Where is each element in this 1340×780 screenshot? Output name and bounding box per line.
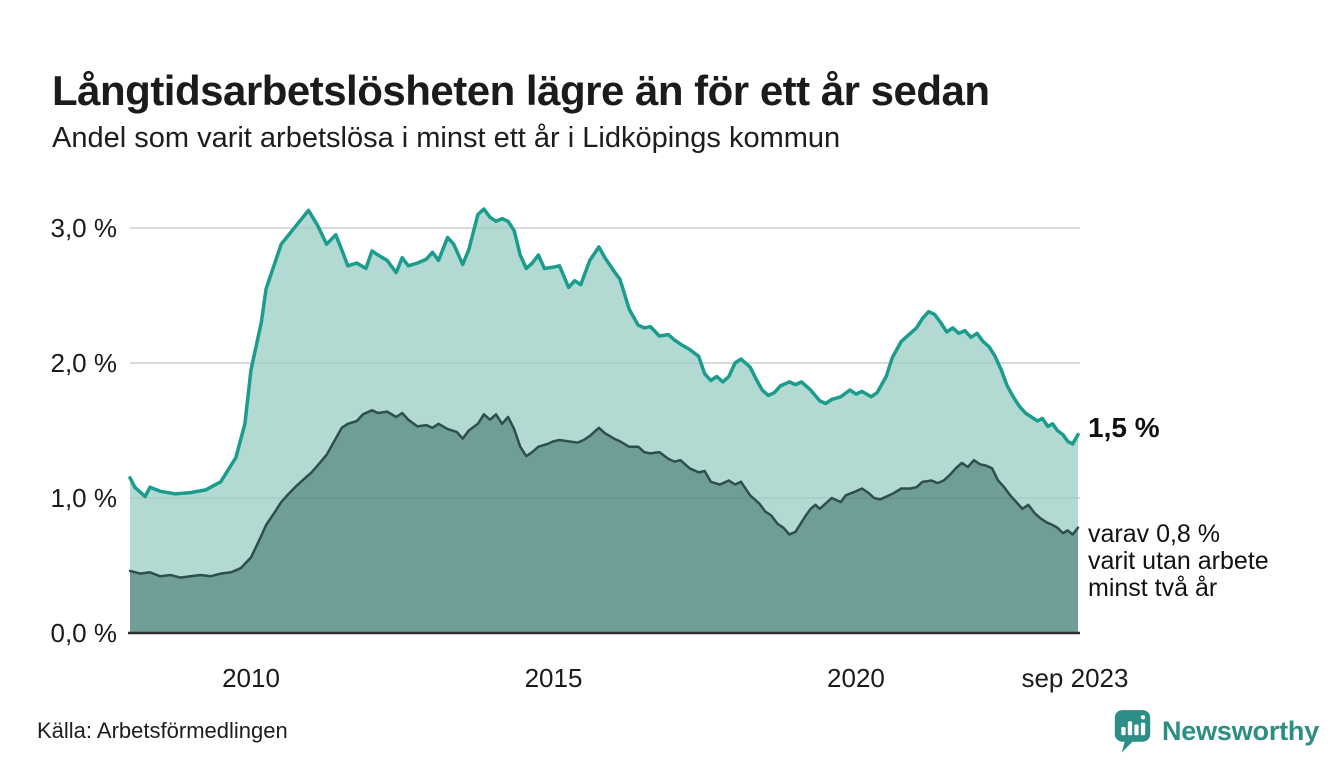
total-line <box>128 207 1080 499</box>
end-label-two-years-line3: minst två år <box>1088 574 1218 602</box>
y-gridlines-overlay <box>130 227 1080 499</box>
y-tick-label: 1,0 % <box>51 483 118 513</box>
newsworthy-speech-bubble-bar-chart-icon <box>1114 710 1151 753</box>
y-tick-label: 0,0 % <box>51 618 118 648</box>
area-fills <box>130 209 1078 633</box>
x-tick-label: 2015 <box>525 663 583 693</box>
y-tick-label: 3,0 % <box>51 213 118 243</box>
two-year-line <box>128 409 1080 579</box>
chart-subtitle: Andel som varit arbetslösa i minst ett å… <box>52 122 841 154</box>
two-year-area-fill <box>130 410 1078 633</box>
x-tick-label: 2010 <box>222 663 280 693</box>
series-lines <box>128 207 1080 579</box>
x-tick-labels: 2010 2015 2020 sep 2023 <box>222 663 1128 693</box>
end-label-total: 1,5 % <box>1088 412 1160 443</box>
end-label-two-years: varav 0,8 % varit utan arbete minst två … <box>1088 521 1269 602</box>
chart-title: Långtidsarbetslösheten lägre än för ett … <box>52 67 990 115</box>
y-tick-label: 2,0 % <box>51 348 118 378</box>
x-tick-label: sep 2023 <box>1021 663 1128 693</box>
source-note: Källa: Arbetsförmedlingen <box>37 718 288 743</box>
y-tick-labels: 0,0 % 1,0 % 2,0 % 3,0 % <box>51 213 118 648</box>
newsworthy-wordmark: Newsworthy <box>1162 716 1320 746</box>
x-tick-label: 2020 <box>827 663 885 693</box>
end-label-two-years-line1: varav 0,8 % <box>1088 520 1221 548</box>
newsworthy-logo: Newsworthy <box>1112 707 1319 756</box>
end-label-two-years-line2: varit utan arbete <box>1088 547 1269 575</box>
